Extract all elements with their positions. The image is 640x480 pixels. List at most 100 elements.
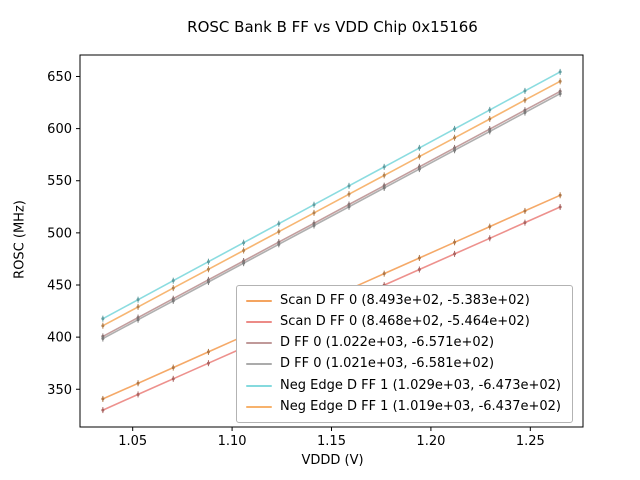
data-point-marker	[136, 381, 140, 385]
data-point-marker	[488, 117, 492, 121]
y-axis-label: ROSC (MHz)	[12, 200, 28, 279]
data-point-marker	[101, 397, 105, 401]
y-tick-label: 550	[47, 174, 72, 189]
legend: Scan D FF 0 (8.493e+02, -5.383e+02) Scan …	[236, 284, 573, 423]
data-point-marker	[171, 279, 175, 283]
data-point-marker	[382, 173, 386, 177]
data-point-marker	[523, 111, 527, 115]
data-point-marker	[277, 242, 281, 246]
data-point-marker	[558, 70, 562, 74]
data-point-marker	[558, 92, 562, 96]
data-point-marker	[171, 377, 175, 381]
data-point-marker	[206, 361, 210, 365]
y-tick-label: 400	[47, 331, 72, 346]
data-point-marker	[347, 205, 351, 209]
data-point-marker	[488, 225, 492, 229]
data-point-marker	[417, 155, 421, 159]
x-tick-label: 1.15	[317, 434, 346, 449]
data-point-marker	[171, 299, 175, 303]
data-point-marker	[136, 318, 140, 322]
data-point-marker	[242, 241, 246, 245]
legend-label: Neg Edge D FF 1 (1.029e+03, -6.473e+02)	[280, 377, 561, 393]
y-tick-label: 600	[47, 122, 72, 137]
data-point-marker	[453, 127, 457, 131]
legend-line-sample	[246, 363, 272, 366]
x-tick-label: 1.20	[416, 434, 445, 449]
legend-entry: Neg Edge D FF 1 (1.019e+03, -6.437e+02)	[246, 399, 561, 415]
data-point-marker	[523, 221, 527, 225]
data-point-marker	[312, 203, 316, 207]
data-point-marker	[101, 317, 105, 321]
data-point-marker	[417, 256, 421, 260]
data-point-marker	[136, 305, 140, 309]
data-point-marker	[171, 286, 175, 290]
data-point-marker	[171, 366, 175, 370]
data-point-marker	[136, 392, 140, 396]
data-point-marker	[101, 337, 105, 341]
legend-line-sample	[246, 384, 272, 387]
data-point-marker	[523, 209, 527, 213]
x-tick-label: 1.25	[516, 434, 545, 449]
data-point-marker	[453, 252, 457, 256]
data-point-marker	[206, 267, 210, 271]
legend-entry: Neg Edge D FF 1 (1.029e+03, -6.473e+02)	[246, 378, 561, 394]
legend-label: D FF 0 (1.022e+03, -6.571e+02)	[280, 335, 495, 350]
data-point-marker	[558, 79, 562, 83]
data-point-marker	[453, 136, 457, 140]
y-tick-label: 350	[47, 383, 72, 398]
legend-line-sample	[246, 299, 272, 302]
data-point-marker	[382, 272, 386, 276]
legend-entry: Scan D FF 0 (8.493e+02, -5.383e+02)	[246, 293, 561, 309]
data-point-marker	[417, 167, 421, 171]
data-point-marker	[136, 298, 140, 302]
series-line	[102, 71, 561, 320]
data-point-marker	[488, 236, 492, 240]
series-line	[102, 90, 561, 338]
data-point-marker	[417, 268, 421, 272]
x-tick-label: 1.10	[218, 434, 247, 449]
data-point-marker	[206, 260, 210, 264]
legend-line-sample	[246, 342, 272, 345]
data-point-marker	[347, 184, 351, 188]
x-tick-label: 1.05	[118, 434, 147, 449]
data-point-marker	[312, 224, 316, 228]
data-point-marker	[101, 324, 105, 328]
data-point-marker	[417, 146, 421, 150]
data-point-marker	[523, 89, 527, 93]
legend-label: D FF 0 (1.021e+03, -6.581e+02)	[280, 356, 495, 372]
legend-line-sample	[246, 320, 272, 323]
data-point-marker	[101, 408, 105, 412]
x-axis-label: VDDD (V)	[301, 453, 364, 468]
data-point-marker	[242, 261, 246, 265]
y-tick-label: 500	[47, 226, 72, 241]
legend-label: Scan D FF 0 (8.468e+02, -5.464e+02)	[280, 313, 530, 329]
y-tick-label: 450	[47, 278, 72, 293]
data-point-marker	[312, 211, 316, 215]
series-line	[102, 80, 561, 327]
series-line	[102, 92, 561, 340]
data-point-marker	[453, 240, 457, 244]
legend-entry: Scan D FF 0 (8.468e+02, -5.464e+02)	[246, 314, 561, 330]
data-point-marker	[347, 192, 351, 196]
data-point-marker	[382, 165, 386, 169]
data-point-marker	[488, 108, 492, 112]
legend-label: Neg Edge D FF 1 (1.019e+03, -6.437e+02)	[280, 398, 561, 414]
chart-title: ROSC Bank B FF vs VDD Chip 0x15166	[187, 18, 478, 36]
data-point-marker	[382, 186, 386, 190]
data-point-marker	[488, 129, 492, 133]
data-point-marker	[277, 222, 281, 226]
legend-entry: D FF 0 (1.022e+03, -6.571e+02)	[246, 335, 561, 351]
data-point-marker	[206, 280, 210, 284]
data-point-marker	[523, 98, 527, 102]
legend-label: Scan D FF 0 (8.493e+02, -5.383e+02)	[280, 292, 530, 308]
data-point-marker	[206, 350, 210, 354]
legend-line-sample	[246, 405, 272, 408]
data-point-marker	[453, 148, 457, 152]
data-point-marker	[558, 193, 562, 197]
data-point-marker	[277, 230, 281, 234]
y-tick-label: 650	[47, 70, 72, 85]
legend-entry: D FF 0 (1.021e+03, -6.581e+02)	[246, 356, 561, 372]
data-point-marker	[242, 248, 246, 252]
data-point-marker	[558, 205, 562, 209]
